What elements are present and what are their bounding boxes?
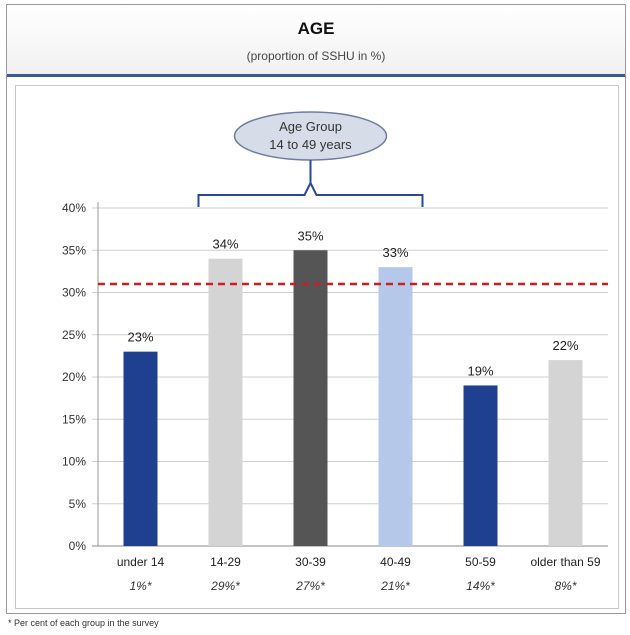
value-label: 33% xyxy=(382,245,408,260)
plot-area: 0% 5% 10% 15% 20% 25% 30% 35% 40% 23% 34% 35% 33% 19… xyxy=(15,85,619,609)
y-tick-label: 10% xyxy=(62,455,86,469)
value-label: 23% xyxy=(127,330,153,345)
chart-frame: AGE (proportion of SSHU in %) 0% 5% 10% 15%… xyxy=(6,4,626,614)
category-sub-label: 14%* xyxy=(466,579,495,593)
category-sub-label: 1%* xyxy=(129,579,151,593)
y-tick-label: 40% xyxy=(62,201,86,215)
value-label: 34% xyxy=(212,237,238,252)
chart-subtitle: (proportion of SSHU in %) xyxy=(246,49,386,63)
y-tick-label: 25% xyxy=(62,328,86,342)
age-group-bracket xyxy=(197,180,424,207)
footnote: * Per cent of each group in the survey xyxy=(8,618,159,628)
category-label: 40-49 xyxy=(380,555,411,569)
value-label: 19% xyxy=(467,363,493,378)
callout-line-2: 14 to 49 years xyxy=(269,137,352,152)
y-tick-label: 30% xyxy=(62,286,86,300)
category-sub-label: 29%* xyxy=(210,579,240,593)
value-label: 35% xyxy=(297,228,323,243)
bar-4 xyxy=(378,267,413,546)
category-label: 50-59 xyxy=(465,555,496,569)
bar-6 xyxy=(548,360,583,546)
category-label: 30-39 xyxy=(295,555,326,569)
y-tick-label: 15% xyxy=(62,412,86,426)
bar-chart: 0% 5% 10% 15% 20% 25% 30% 35% 40% 23% 34% 35% 33% 19… xyxy=(62,111,608,593)
bar-1 xyxy=(123,351,158,546)
callout-line-1: Age Group xyxy=(279,119,342,134)
y-tick-label: 5% xyxy=(69,497,87,511)
chart-header: AGE (proportion of SSHU in %) xyxy=(7,5,625,77)
y-tick-label: 35% xyxy=(62,243,86,257)
category-sub-label: 8%* xyxy=(554,579,576,593)
bar-2 xyxy=(208,258,243,546)
bar-5 xyxy=(463,385,498,546)
y-tick-label: 20% xyxy=(62,370,86,384)
y-tick-label: 0% xyxy=(69,539,87,553)
category-sub-label: 27%* xyxy=(295,579,325,593)
bar-3 xyxy=(293,250,328,546)
category-label: 14-29 xyxy=(210,555,241,569)
value-label: 22% xyxy=(552,338,578,353)
category-label: under 14 xyxy=(117,555,165,569)
category-sub-label: 21%* xyxy=(380,579,410,593)
category-label: older than 59 xyxy=(530,555,600,569)
chart-title: AGE xyxy=(297,19,335,38)
